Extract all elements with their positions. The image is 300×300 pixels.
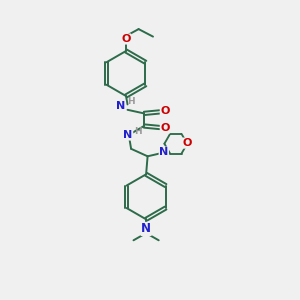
Text: N: N: [141, 222, 151, 236]
Text: O: O: [182, 138, 192, 148]
Text: H: H: [134, 127, 142, 136]
Text: N: N: [116, 101, 125, 111]
Text: O: O: [160, 123, 170, 133]
Text: N: N: [159, 147, 168, 157]
Text: O: O: [160, 106, 170, 116]
Text: N: N: [124, 130, 133, 140]
Text: O: O: [121, 34, 131, 44]
Text: H: H: [127, 98, 135, 106]
